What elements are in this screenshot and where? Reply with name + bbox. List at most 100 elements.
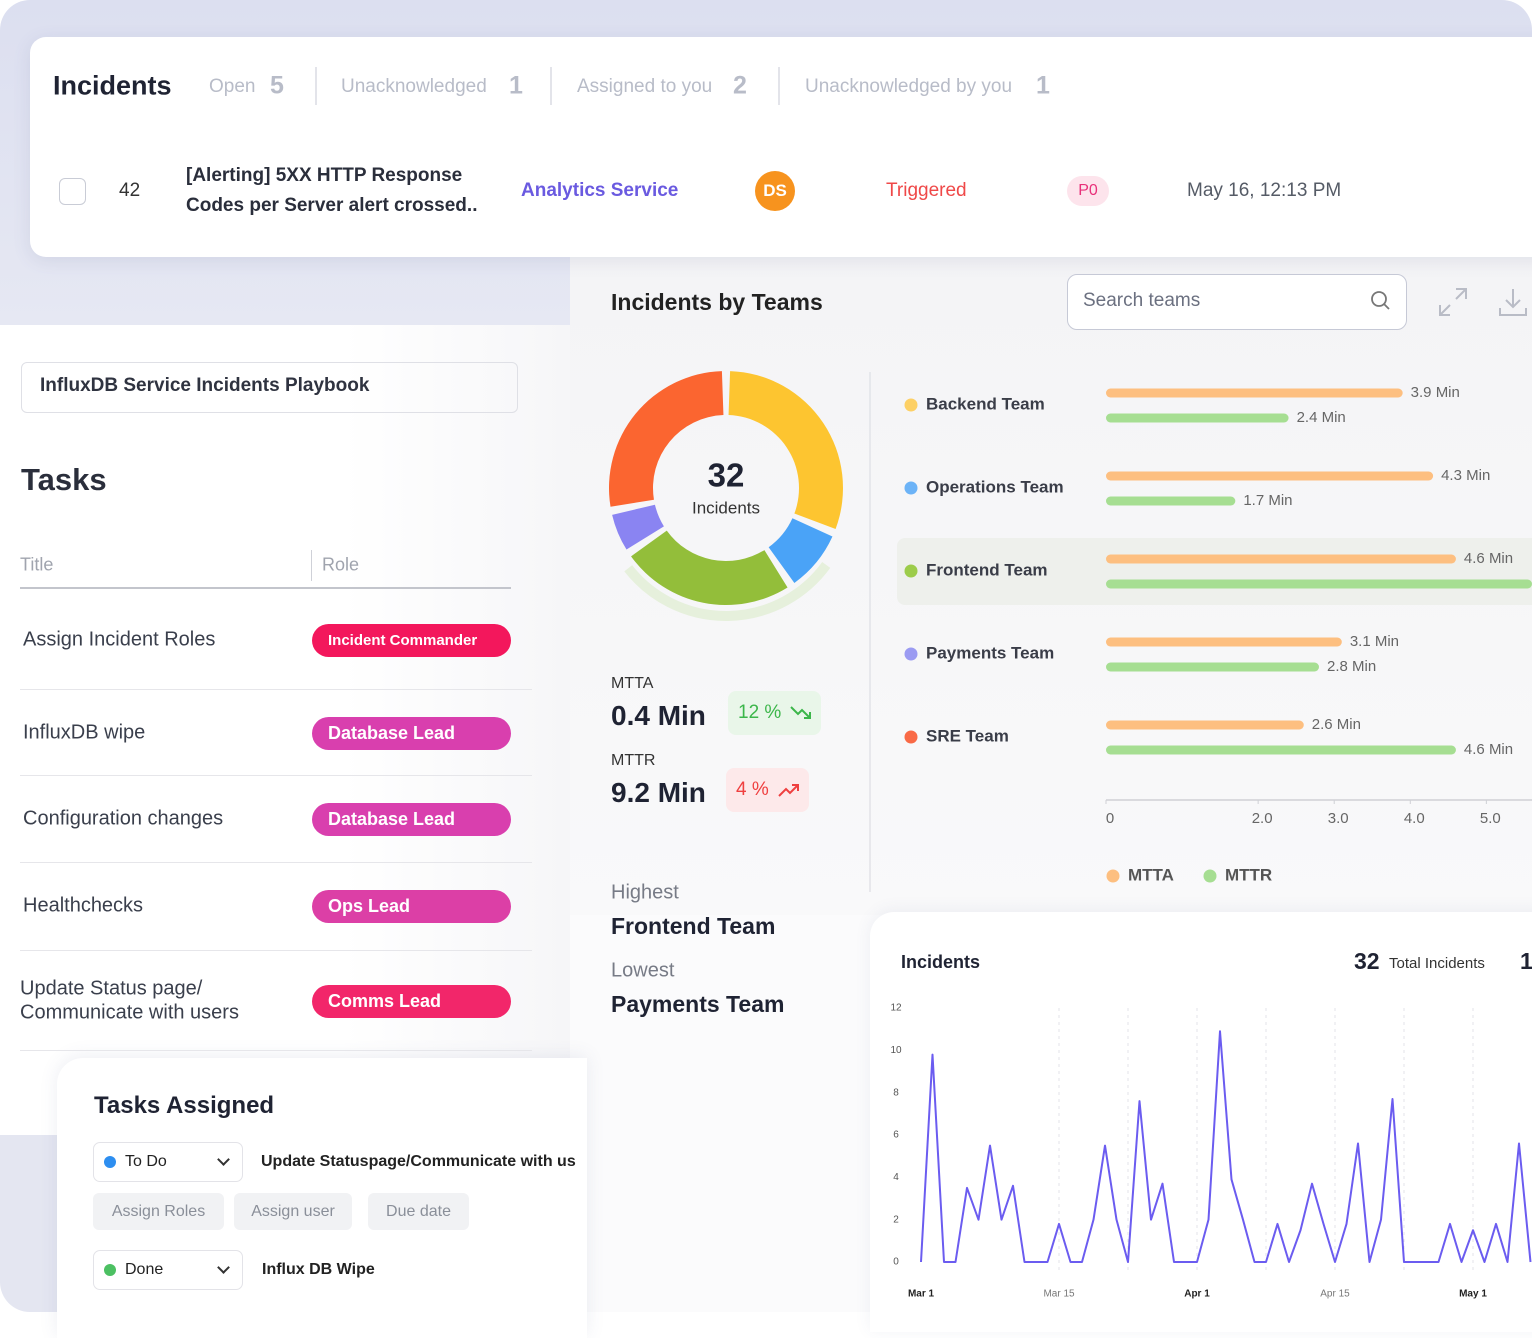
download-icon[interactable] bbox=[1497, 286, 1529, 318]
action-chip[interactable]: Due date bbox=[368, 1193, 469, 1230]
legend-dot bbox=[1203, 869, 1217, 883]
bar bbox=[1106, 720, 1304, 730]
role-pill[interactable]: Ops Lead bbox=[312, 890, 511, 923]
row-separator bbox=[20, 775, 532, 776]
status-text: Done bbox=[125, 1260, 164, 1278]
service-link[interactable]: Analytics Service bbox=[521, 180, 679, 202]
playbook-box[interactable] bbox=[21, 362, 518, 413]
incident-id: 42 bbox=[119, 180, 141, 202]
action-chip[interactable]: Assign Roles bbox=[93, 1193, 224, 1230]
mttr-value: 9.2 Min bbox=[611, 776, 706, 808]
total-label: Total Incidents bbox=[1389, 955, 1485, 972]
bar bbox=[1106, 637, 1342, 647]
incident-title[interactable]: [Alerting] 5XX HTTP Response bbox=[186, 165, 463, 187]
legend-label: MTTR bbox=[1225, 865, 1272, 884]
role-pill[interactable]: Database Lead bbox=[312, 717, 511, 750]
legend-dot bbox=[904, 730, 918, 744]
x-tick-label: Mar 15 bbox=[1043, 1289, 1075, 1300]
donut-label: Incidents bbox=[692, 498, 760, 517]
legend-dot bbox=[904, 647, 918, 661]
mttr-badge bbox=[726, 768, 809, 812]
row-separator bbox=[20, 1050, 532, 1051]
y-tick-label: 12 bbox=[890, 1003, 902, 1014]
assignee-avatar: DS bbox=[755, 171, 795, 211]
mttr-change: 4 % bbox=[736, 779, 769, 801]
tab-count[interactable]: 1 bbox=[509, 71, 523, 100]
tasks-assigned-title: Tasks Assigned bbox=[94, 1092, 275, 1120]
trend-down-icon bbox=[790, 706, 811, 719]
incident-time: May 16, 12:13 PM bbox=[1187, 180, 1342, 202]
search-input[interactable] bbox=[1067, 274, 1407, 330]
status-text: To Do bbox=[125, 1152, 167, 1170]
bar bbox=[1106, 579, 1532, 589]
donut-segment bbox=[768, 518, 833, 583]
action-chip[interactable]: Assign user bbox=[234, 1193, 352, 1230]
donut-segment bbox=[612, 504, 664, 550]
x-tick-label: 2.0 bbox=[1252, 810, 1273, 827]
mtta-change: 12 % bbox=[738, 702, 782, 724]
value-label: 1.7 Min bbox=[1243, 492, 1292, 509]
tab-label[interactable]: Open bbox=[209, 76, 256, 98]
tab-label[interactable]: Unacknowledged bbox=[341, 76, 487, 98]
task-title: Communicate with users bbox=[20, 1001, 239, 1024]
donut-segment bbox=[631, 530, 788, 605]
category-label: Operations Team bbox=[926, 477, 1064, 496]
column-header: Role bbox=[322, 554, 360, 575]
total-value: 32 bbox=[1354, 948, 1380, 974]
mttr-label: MTTR bbox=[611, 751, 656, 769]
row-checkbox[interactable] bbox=[59, 178, 86, 205]
x-tick-label: Apr 15 bbox=[1320, 1289, 1350, 1300]
role-pill[interactable]: Database Lead bbox=[312, 803, 511, 836]
role-pill[interactable]: Comms Lead bbox=[312, 985, 511, 1018]
donut-segment bbox=[728, 371, 844, 529]
highest-label: Highest bbox=[611, 881, 679, 904]
donut-segment bbox=[609, 371, 724, 507]
lowest-label: Lowest bbox=[611, 959, 675, 982]
value-label: 2.4 Min bbox=[1297, 409, 1346, 426]
role-pill[interactable]: Incident Commander bbox=[312, 624, 511, 657]
tab-count[interactable]: 5 bbox=[270, 71, 284, 100]
tab-divider bbox=[778, 67, 780, 105]
bar bbox=[1106, 554, 1456, 564]
tasks-title: Tasks bbox=[21, 462, 107, 498]
tab-count[interactable]: 1 bbox=[1036, 71, 1050, 100]
tab-count[interactable]: 2 bbox=[733, 71, 747, 100]
task-text: Influx DB Wipe bbox=[262, 1260, 375, 1278]
incident-line bbox=[920, 1030, 1532, 1263]
value-label: 3.9 Min bbox=[1411, 384, 1460, 401]
x-tick-label: 5.0 bbox=[1480, 810, 1501, 827]
tab-divider bbox=[550, 67, 552, 105]
task-title: InfluxDB wipe bbox=[23, 721, 146, 744]
y-tick-label: 10 bbox=[890, 1045, 902, 1056]
bar bbox=[1106, 496, 1236, 506]
task-title: Healthchecks bbox=[23, 894, 144, 917]
row-separator bbox=[20, 950, 532, 951]
status-select[interactable] bbox=[93, 1250, 243, 1290]
legend-dot bbox=[904, 481, 918, 495]
tab-label[interactable]: Assigned to you bbox=[577, 76, 713, 98]
row-separator bbox=[20, 862, 532, 863]
task-text: Update Statuspage/Communicate with us bbox=[261, 1152, 576, 1170]
status-dot bbox=[104, 1156, 116, 1168]
mtta-value: 0.4 Min bbox=[611, 699, 706, 731]
category-label: Backend Team bbox=[926, 394, 1045, 413]
tab-label[interactable]: Unacknowledged by you bbox=[805, 76, 1013, 98]
status-select[interactable] bbox=[93, 1142, 243, 1182]
x-tick-label: 3.0 bbox=[1328, 810, 1349, 827]
trend-up-icon bbox=[778, 784, 799, 797]
incidents-title: Incidents bbox=[53, 70, 172, 101]
legend-dot bbox=[1106, 869, 1120, 883]
bar bbox=[1106, 662, 1319, 672]
search-placeholder: Search teams bbox=[1083, 290, 1201, 312]
column-header: Title bbox=[20, 554, 54, 575]
x-tick-label: Apr 1 bbox=[1184, 1289, 1210, 1300]
value-label: 2.8 Min bbox=[1327, 658, 1376, 675]
incident-title[interactable]: Codes per Server alert crossed.. bbox=[186, 195, 478, 217]
x-tick-label: May 1 bbox=[1459, 1289, 1487, 1300]
search-icon bbox=[1371, 291, 1390, 310]
legend-dot bbox=[904, 564, 918, 578]
y-tick-label: 8 bbox=[893, 1087, 899, 1098]
expand-icon[interactable] bbox=[1437, 286, 1469, 318]
header-rule bbox=[20, 587, 511, 589]
incidents-card bbox=[30, 37, 1532, 257]
